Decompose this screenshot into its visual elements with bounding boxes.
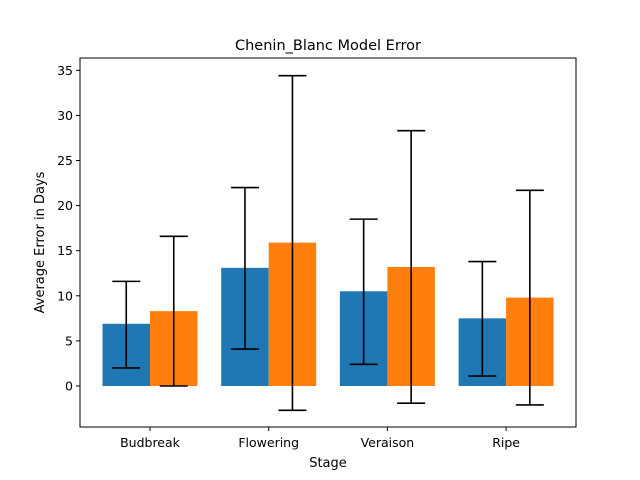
y-tick-label: 30 [57,108,73,123]
plot-frame [79,57,577,428]
x-tick-label-budbreak: Budbreak [120,435,181,450]
x-tick-label-veraison: Veraison [361,435,415,450]
y-tick-label: 0 [65,379,73,394]
y-tick-label: 10 [57,288,73,303]
x-axis-ticks: Budbreak Flowering Veraison Ripe [120,427,520,450]
y-axis-label: Average Error in Days [33,171,48,313]
y-tick-label: 5 [65,333,73,348]
x-axis-label: Stage [309,456,347,471]
y-axis-ticks: 0 5 10 15 20 25 30 35 [57,63,80,394]
errorbars-layer [112,74,544,412]
y-tick-label: 35 [57,63,73,78]
chart-title: Chenin_Blanc Model Error [235,38,421,54]
y-tick-label: 25 [57,153,73,168]
x-tick-label-ripe: Ripe [492,435,520,450]
y-tick-label: 15 [57,243,73,258]
x-tick-label-flowering: Flowering [238,435,299,450]
y-tick-label: 20 [57,198,73,213]
